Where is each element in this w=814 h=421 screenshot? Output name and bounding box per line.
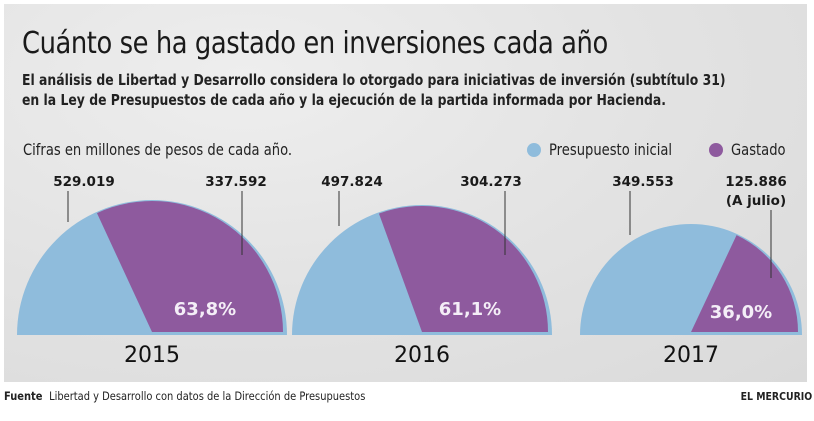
- chart-title: Cuánto se ha gastado en inversiones cada…: [22, 26, 608, 61]
- legend-swatch-gastado: [709, 142, 723, 157]
- legend-label-presupuesto: Presupuesto inicial: [549, 140, 673, 159]
- gastado-value-2016: 304.273: [460, 174, 522, 190]
- presupuesto-value-2016: 497.824: [321, 174, 383, 190]
- legend-item-presupuesto: Presupuesto inicial: [527, 140, 699, 159]
- percent-label-2017: 36,0%: [710, 302, 772, 323]
- chart-subtitle: El análisis de Libertad y Desarrollo con…: [22, 70, 726, 110]
- gastado-value-2015: 337.592: [205, 174, 267, 190]
- gastado-wedge-2017: [691, 235, 798, 332]
- source-footer: Fuente Libertad y Desarrollo con datos d…: [4, 389, 365, 403]
- year-label-2017: 2017: [663, 343, 719, 368]
- gastado-value-2017: 125.886: [725, 174, 787, 190]
- presupuesto-value-2017: 349.553: [612, 174, 674, 190]
- subtitle-line-1: El análisis de Libertad y Desarrollo con…: [22, 71, 726, 89]
- presupuesto-value-2015: 529.019: [53, 174, 115, 190]
- publisher-brand: EL MERCURIO: [740, 390, 812, 403]
- legend-item-gastado: Gastado: [709, 140, 798, 159]
- percent-label-2016: 61,1%: [439, 299, 501, 320]
- gastado-wedge-2015: [96, 201, 283, 332]
- gastado-wedge-2016: [378, 205, 548, 332]
- gastado-note-2017: (A julio): [726, 193, 786, 209]
- subtitle-line-2: en la Ley de Presupuestos de cada año y …: [22, 91, 666, 109]
- percent-label-2015: 63,8%: [174, 299, 236, 320]
- legend-swatch-presupuesto: [527, 142, 541, 157]
- year-label-2016: 2016: [394, 343, 450, 368]
- year-label-2015: 2015: [124, 343, 180, 368]
- source-label: Fuente: [4, 389, 43, 403]
- legend-label-gastado: Gastado: [731, 140, 786, 159]
- source-text: Libertad y Desarrollo con datos de la Di…: [49, 389, 366, 403]
- units-note: Cifras en millones de pesos de cada año.: [23, 140, 293, 159]
